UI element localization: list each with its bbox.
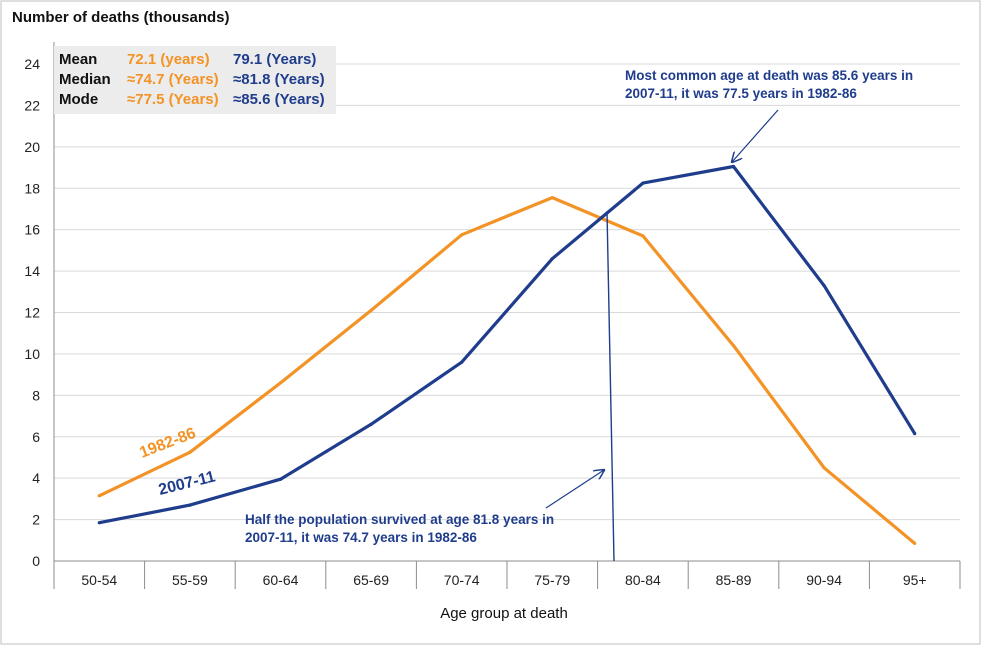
data-point [550,195,554,200]
data-point [188,503,192,507]
data-point [550,257,554,261]
y-tick-label: 18 [24,180,40,196]
x-axis: 50-54 55-59 60-64 65-69 70-74 75-79 80-84 85-89… [53,42,961,589]
data-point [822,466,826,470]
data-point [641,181,645,185]
data-point [278,477,283,481]
x-tick-label: 85-89 [716,572,752,588]
data-point [913,432,917,436]
x-tick-label: 60-64 [263,572,299,588]
y-tick-label: 6 [32,429,40,445]
annotation-mode-text: 2007-11, it was 77.5 years in 1982-86 [625,86,857,101]
data-point [460,360,464,364]
stats-value-1982: ≈77.5 (Years) [127,91,219,108]
stats-table-background [54,46,336,114]
x-tick-label: 95+ [903,572,927,588]
data-point [460,233,464,237]
annotation-median-text: 2007-11, it was 74.7 years in 1982-86 [245,530,477,545]
annotation-median-text: Half the population survived at age 81.8… [245,512,554,527]
x-tick-label: 65-69 [353,572,389,588]
x-tick-label: 75-79 [534,572,570,588]
y-tick-label: 0 [32,553,40,569]
data-point [641,234,645,238]
annotation-median-arrow [545,470,604,509]
data-point [188,450,192,454]
data-point [369,308,373,313]
y-tick-label: 12 [24,305,40,321]
stats-value-2007: ≈85.6 (Years) [233,91,325,108]
stats-row-label: Median [59,71,111,88]
data-point [731,164,736,169]
stats-value-2007: 79.1 (Years) [233,51,316,68]
x-tick-label: 90-94 [806,572,842,588]
stats-value-2007: ≈81.8 (Years) [233,71,325,88]
stats-value-1982: ≈74.7 (Years) [127,71,219,88]
series-line-1982-86 [98,196,916,545]
y-tick-label: 8 [32,387,40,403]
data-point [278,381,283,385]
median-marker-line [606,211,615,562]
x-tick-label: 55-59 [172,572,208,588]
stats-row-label: Mean [59,51,97,68]
y-tick-label: 20 [24,139,40,155]
data-point [913,541,917,545]
data-point [97,494,101,498]
series-line-2007-11 [98,164,917,525]
y-tick-label: 22 [24,97,40,113]
x-axis-title: Age group at death [440,605,568,622]
y-axis-title: Number of deaths (thousands) [12,9,230,26]
y-tick-label: 10 [24,346,40,362]
annotation-mode-text: Most common age at death was 85.6 years … [625,68,913,83]
y-tick-label: 14 [24,263,40,279]
gridlines [54,63,960,521]
y-tick-label: 24 [24,56,40,72]
stats-row-label: Mode [59,91,98,108]
data-point [822,283,826,288]
x-tick-label: 70-74 [444,572,480,588]
stats-value-1982: 72.1 (years) [127,51,210,68]
data-point [731,344,736,348]
annotations-group: Most common age at death was 85.6 years … [245,68,913,562]
data-point [97,521,101,525]
x-tick-label: 50-54 [81,572,117,588]
x-tick-label: 80-84 [625,572,661,588]
y-tick-label: 2 [32,512,40,528]
y-tick-label: 16 [24,222,40,238]
y-tick-label: 4 [32,470,40,486]
annotation-mode-arrow [732,109,779,162]
stats-table: Mean 72.1 (years) 79.1 (Years) Median ≈74.7 … [54,46,336,114]
data-point [369,422,373,426]
